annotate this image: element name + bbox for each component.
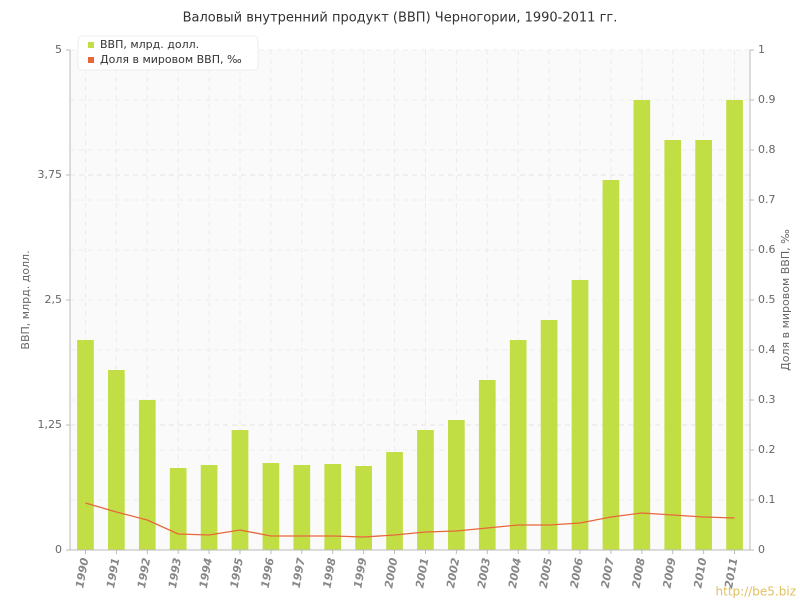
x-tick-label: 1995 (228, 556, 246, 589)
bar (726, 100, 743, 550)
y-tick-label: 1,25 (38, 418, 63, 431)
bar (200, 465, 218, 550)
y2-tick-label: 0 (758, 543, 765, 556)
y-tick-label: 3,75 (38, 168, 63, 181)
legend-box (77, 35, 259, 71)
bar (540, 320, 558, 550)
bar (293, 465, 311, 550)
x-tick-label: 1994 (197, 557, 215, 589)
y2-tick-label: 0.9 (758, 93, 776, 106)
bar (108, 370, 125, 550)
bar (602, 180, 620, 550)
y2-tick-label: 1 (758, 43, 765, 56)
legend-label: ВВП, млрд. долл. (100, 38, 199, 51)
x-tick-label: 2001 (413, 557, 431, 589)
bar (571, 280, 589, 550)
bar (509, 340, 527, 550)
x-tick-label: 2007 (599, 556, 617, 589)
x-tick-label: 2008 (630, 556, 648, 589)
x-tick-label: 2009 (661, 556, 679, 589)
x-tick-label: 2000 (382, 556, 400, 589)
bar (633, 100, 651, 550)
bar (138, 400, 156, 550)
x-tick-label: 2010 (691, 556, 709, 589)
legend-label: Доля в мировом ВВП, ‰ (100, 53, 242, 66)
bar (386, 452, 403, 550)
watermark: http://be5.biz (716, 585, 796, 599)
x-tick-label: 2006 (568, 556, 586, 589)
y-tick-label: 2,5 (45, 293, 63, 306)
y-tick-label: 5 (55, 43, 62, 56)
y-tick-label: 0 (55, 543, 62, 556)
legend-swatch (88, 42, 94, 48)
x-tick-label: 2002 (444, 556, 462, 589)
y2-tick-label: 0.6 (758, 243, 776, 256)
chart-title: Валовый внутренний продукт (ВВП) Черного… (183, 11, 618, 26)
x-tick-label: 2003 (475, 556, 493, 589)
y-axis-label: ВВП, млрд. долл. (19, 250, 32, 349)
bar (478, 380, 496, 550)
x-tick-label: 1997 (290, 556, 308, 589)
x-tick-label: 2005 (537, 556, 555, 589)
x-tick-label: 1993 (166, 556, 184, 589)
x-tick-label: 1990 (73, 556, 91, 589)
bar (417, 430, 434, 550)
y2-tick-label: 0.2 (758, 443, 776, 456)
x-tick-label: 1996 (259, 556, 277, 589)
bar (664, 140, 682, 550)
line (85, 502, 735, 538)
bar (324, 464, 342, 550)
x-tick-label: 1992 (135, 556, 153, 589)
y2-tick-label: 0.8 (758, 143, 776, 156)
y2-tick-label: 0.7 (758, 193, 776, 206)
x-tick-label: 2004 (506, 557, 524, 589)
bar (262, 463, 280, 550)
bar (169, 468, 187, 550)
x-tick-label: 1998 (321, 556, 339, 589)
legend: ВВП, млрд. долл. Доля в мировом ВВП, ‰ (77, 35, 259, 71)
y2-tick-label: 0.4 (758, 343, 776, 356)
y2-tick-label: 0.5 (758, 293, 776, 306)
x-tick-label: 1999 (351, 556, 369, 589)
legend-swatch (88, 57, 94, 63)
bar (231, 430, 249, 550)
marks (77, 100, 743, 550)
bar (448, 420, 465, 550)
y2-tick-label: 0.1 (758, 493, 776, 506)
x-tick-label: 2011 (722, 557, 740, 589)
bar (695, 140, 712, 550)
bar (355, 466, 372, 550)
bar (77, 340, 94, 550)
y2-axis-label: Доля в мировом ВВП, ‰ (779, 229, 792, 371)
x-tick-label: 1991 (104, 557, 122, 589)
y2-tick-label: 0.3 (758, 393, 776, 406)
